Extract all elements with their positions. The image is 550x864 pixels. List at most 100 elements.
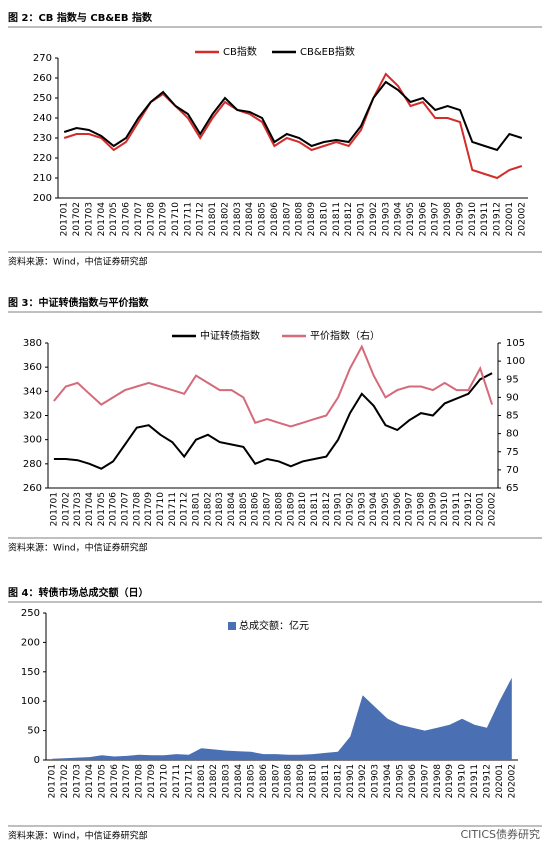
x-tick-label: 201706 bbox=[110, 764, 120, 799]
y-tick-label: 210 bbox=[33, 173, 52, 184]
x-tick-label: 201907 bbox=[420, 764, 430, 798]
x-tick-label: 202001 bbox=[476, 492, 486, 526]
x-tick-label: 201804 bbox=[227, 492, 237, 527]
x-tick-label: 201704 bbox=[97, 202, 107, 237]
x-tick-label: 201806 bbox=[270, 202, 280, 237]
x-tick-label: 201903 bbox=[371, 764, 381, 798]
x-tick-label: 201903 bbox=[357, 492, 367, 526]
x-tick-label: 201807 bbox=[263, 492, 273, 526]
y2-tick-label: 90 bbox=[506, 392, 519, 403]
x-tick-label: 201801 bbox=[197, 764, 207, 798]
y2-tick-label: 85 bbox=[506, 411, 519, 422]
y-tick-label: 150 bbox=[21, 667, 40, 678]
x-tick-label: 201912 bbox=[493, 202, 503, 236]
x-tick-label: 201910 bbox=[468, 202, 478, 237]
legend-swatch bbox=[228, 622, 236, 630]
x-tick-label: 201809 bbox=[286, 492, 296, 527]
x-tick-label: 201803 bbox=[233, 202, 243, 236]
x-tick-label: 202002 bbox=[517, 202, 527, 236]
x-tick-label: 201812 bbox=[333, 764, 343, 798]
y2-tick-label: 70 bbox=[506, 465, 519, 476]
y2-tick-label: 95 bbox=[506, 374, 519, 385]
y2-tick-label: 80 bbox=[506, 429, 519, 440]
x-tick-label: 201702 bbox=[61, 492, 71, 526]
x-tick-label: 201705 bbox=[97, 764, 107, 798]
x-tick-label: 201901 bbox=[346, 764, 356, 798]
x-tick-label: 201811 bbox=[321, 764, 331, 798]
x-tick-label: 201810 bbox=[319, 202, 329, 237]
source: 资料来源：Wind，中信证券研究部 bbox=[8, 542, 148, 554]
x-tick-label: 201901 bbox=[334, 492, 344, 526]
y-tick-label: 380 bbox=[23, 338, 42, 349]
x-tick-label: 201911 bbox=[470, 764, 480, 798]
figure-title: 图 2：CB 指数与 CB&EB 指数 bbox=[8, 11, 153, 24]
x-tick-label: 201812 bbox=[344, 202, 354, 236]
x-tick-label: 201906 bbox=[408, 764, 418, 799]
x-tick-label: 201806 bbox=[251, 492, 261, 527]
x-tick-label: 201709 bbox=[159, 202, 169, 237]
y-tick-label: 100 bbox=[21, 696, 40, 707]
x-tick-label: 201712 bbox=[180, 492, 190, 526]
x-tick-label: 201703 bbox=[84, 202, 94, 236]
y2-tick-label: 65 bbox=[506, 483, 519, 494]
x-tick-label: 201902 bbox=[358, 764, 368, 798]
x-tick-label: 201909 bbox=[445, 764, 455, 799]
x-tick-label: 201801 bbox=[192, 492, 202, 526]
x-tick-label: 201707 bbox=[134, 202, 144, 236]
x-tick-label: 201711 bbox=[168, 492, 178, 526]
x-tick-label: 201703 bbox=[73, 764, 83, 798]
figure-title: 图 4：转债市场总成交额（日） bbox=[8, 586, 148, 599]
x-tick-label: 201802 bbox=[203, 492, 213, 526]
y-tick-label: 0 bbox=[34, 755, 40, 766]
x-tick-label: 201708 bbox=[132, 492, 142, 527]
x-tick-label: 202002 bbox=[507, 764, 517, 798]
x-tick-label: 201911 bbox=[480, 202, 490, 236]
x-tick-label: 201906 bbox=[393, 492, 403, 527]
x-tick-label: 202002 bbox=[488, 492, 498, 526]
x-tick-label: 201811 bbox=[332, 202, 342, 236]
x-tick-label: 201905 bbox=[381, 492, 391, 526]
legend-label: 平价指数（右） bbox=[310, 329, 380, 342]
line bbox=[63, 72, 523, 180]
legend-label: CB指数 bbox=[223, 45, 257, 58]
x-tick-label: 201707 bbox=[120, 492, 130, 526]
x-tick-label: 201808 bbox=[274, 492, 284, 527]
x-tick-label: 201709 bbox=[144, 492, 154, 527]
x-tick-label: 201805 bbox=[258, 202, 268, 236]
x-tick-label: 201906 bbox=[418, 202, 428, 237]
y-tick-label: 270 bbox=[33, 53, 52, 64]
x-tick-label: 201804 bbox=[245, 202, 255, 237]
x-tick-label: 201808 bbox=[284, 764, 294, 799]
x-tick-label: 201812 bbox=[322, 492, 332, 526]
area bbox=[52, 677, 512, 760]
x-tick-label: 201910 bbox=[458, 764, 468, 799]
x-tick-label: 201702 bbox=[60, 764, 70, 798]
x-tick-label: 201909 bbox=[455, 202, 465, 237]
x-tick-label: 201909 bbox=[428, 492, 438, 527]
y-tick-label: 280 bbox=[23, 459, 42, 470]
x-tick-label: 201907 bbox=[431, 202, 441, 236]
x-tick-label: 201807 bbox=[271, 764, 281, 798]
y-tick-label: 250 bbox=[21, 608, 40, 619]
x-tick-label: 201910 bbox=[440, 492, 450, 527]
x-tick-label: 201711 bbox=[183, 202, 193, 236]
x-tick-label: 201810 bbox=[298, 492, 308, 527]
y-tick-label: 200 bbox=[33, 193, 52, 204]
x-tick-label: 201902 bbox=[345, 492, 355, 526]
x-tick-label: 201809 bbox=[307, 202, 317, 237]
x-tick-label: 201712 bbox=[184, 764, 194, 798]
y2-tick-label: 105 bbox=[506, 338, 525, 349]
y-tick-label: 50 bbox=[27, 726, 40, 737]
x-tick-label: 201710 bbox=[160, 764, 170, 799]
x-tick-label: 201911 bbox=[452, 492, 462, 526]
x-tick-label: 201803 bbox=[215, 492, 225, 526]
x-tick-label: 201710 bbox=[156, 492, 166, 527]
source: 资料来源：Wind，中信证券研究部 bbox=[8, 256, 148, 268]
x-tick-label: 201908 bbox=[433, 764, 443, 799]
x-tick-label: 201701 bbox=[60, 202, 70, 236]
legend-label: CB&EB指数 bbox=[300, 45, 355, 58]
legend-label: 中证转债指数 bbox=[200, 329, 260, 342]
x-tick-label: 201902 bbox=[369, 202, 379, 236]
x-tick-label: 201706 bbox=[109, 492, 119, 527]
